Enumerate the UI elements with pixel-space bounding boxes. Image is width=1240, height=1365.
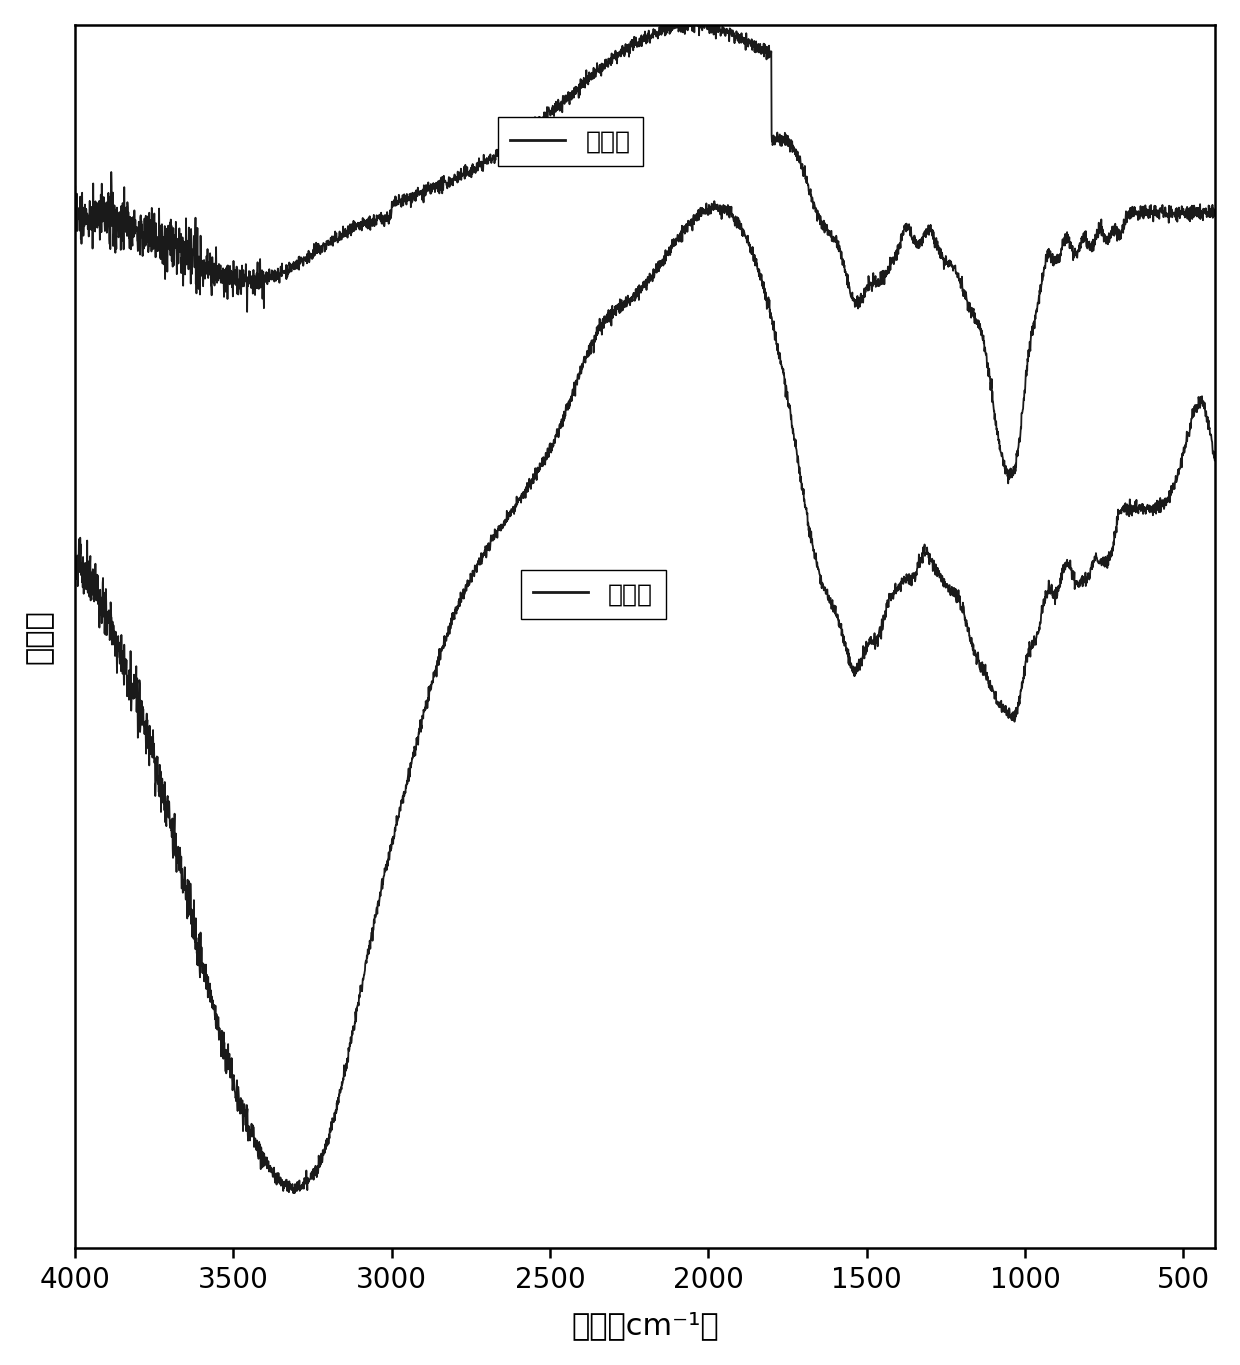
X-axis label: 波数（cm⁻¹）: 波数（cm⁻¹）	[572, 1310, 719, 1340]
Legend: 加水后: 加水后	[521, 569, 666, 618]
Y-axis label: 透过率: 透过率	[25, 609, 55, 663]
